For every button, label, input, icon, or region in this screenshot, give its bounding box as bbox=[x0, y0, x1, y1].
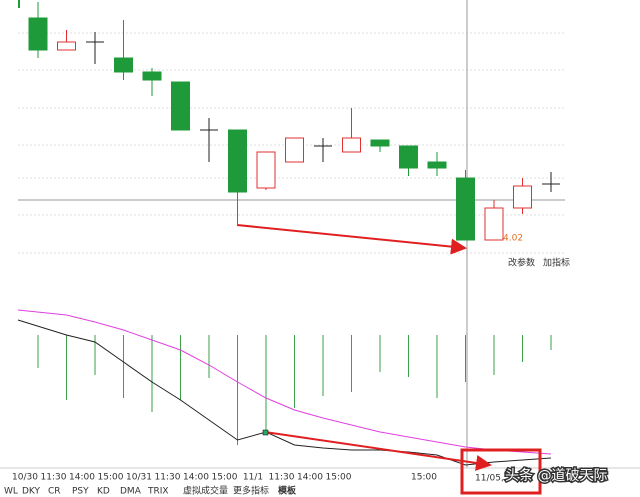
x-tick-label: 11:30 bbox=[269, 473, 295, 483]
button[interactable]: 加指标 bbox=[543, 257, 570, 269]
x-tick-label: 10/31 bbox=[126, 473, 152, 483]
candle-body bbox=[484, 207, 504, 241]
tab[interactable]: KD bbox=[97, 487, 110, 497]
tab[interactable]: 更多指标 bbox=[233, 485, 269, 497]
highlight-box bbox=[460, 448, 542, 495]
candle-body bbox=[228, 129, 247, 193]
candle-body bbox=[285, 137, 304, 163]
button[interactable]: 改参数 bbox=[508, 257, 535, 269]
candle-body bbox=[171, 81, 190, 131]
crosshair-label: 11/05, 10 bbox=[475, 474, 518, 484]
x-tick-label: 14:00 bbox=[297, 473, 323, 483]
tab[interactable]: DKY bbox=[22, 487, 41, 497]
candle-body bbox=[513, 185, 532, 209]
candle-body bbox=[57, 41, 76, 51]
candle-body bbox=[256, 151, 276, 189]
tab[interactable]: DMA bbox=[120, 487, 142, 497]
indicator-line bbox=[17, 319, 552, 466]
candle-body bbox=[427, 161, 447, 169]
candle-body bbox=[399, 145, 418, 169]
x-tick-label: 14:00 bbox=[69, 473, 95, 483]
x-tick-label: 11:30 bbox=[41, 473, 67, 483]
candle-body bbox=[342, 137, 361, 153]
tab[interactable]: 模板 bbox=[278, 485, 297, 497]
watermark: 头条 @道破天际 bbox=[505, 467, 607, 484]
x-tick-label: 15:00 bbox=[326, 473, 352, 483]
indicator-line bbox=[17, 309, 552, 455]
x-tick-label: 15:00 bbox=[212, 473, 238, 483]
x-tick-label: 15:00 bbox=[98, 473, 124, 483]
x-tick-label: 10/30 bbox=[12, 473, 38, 483]
tab[interactable]: CR bbox=[48, 487, 61, 497]
tab[interactable]: PSY bbox=[72, 487, 89, 497]
candle-body bbox=[28, 17, 48, 51]
candle-body bbox=[114, 57, 133, 73]
x-tick-label: 11:30 bbox=[155, 473, 181, 483]
x-tick-label: 11/1 bbox=[243, 473, 263, 483]
tab[interactable]: TRIX bbox=[147, 487, 169, 497]
arrow bbox=[236, 224, 467, 255]
tab[interactable]: WL bbox=[4, 487, 18, 497]
arrow bbox=[264, 431, 492, 471]
x-tick-label: 15:00 bbox=[411, 473, 437, 483]
point-marker bbox=[262, 429, 269, 436]
candle-body bbox=[142, 71, 162, 81]
candle-body bbox=[456, 177, 475, 241]
x-tick-label: 14:00 bbox=[183, 473, 209, 483]
candle-body bbox=[370, 139, 390, 147]
price-label: 4.02 bbox=[503, 234, 523, 244]
tab[interactable]: 虚拟成交量 bbox=[183, 485, 228, 497]
